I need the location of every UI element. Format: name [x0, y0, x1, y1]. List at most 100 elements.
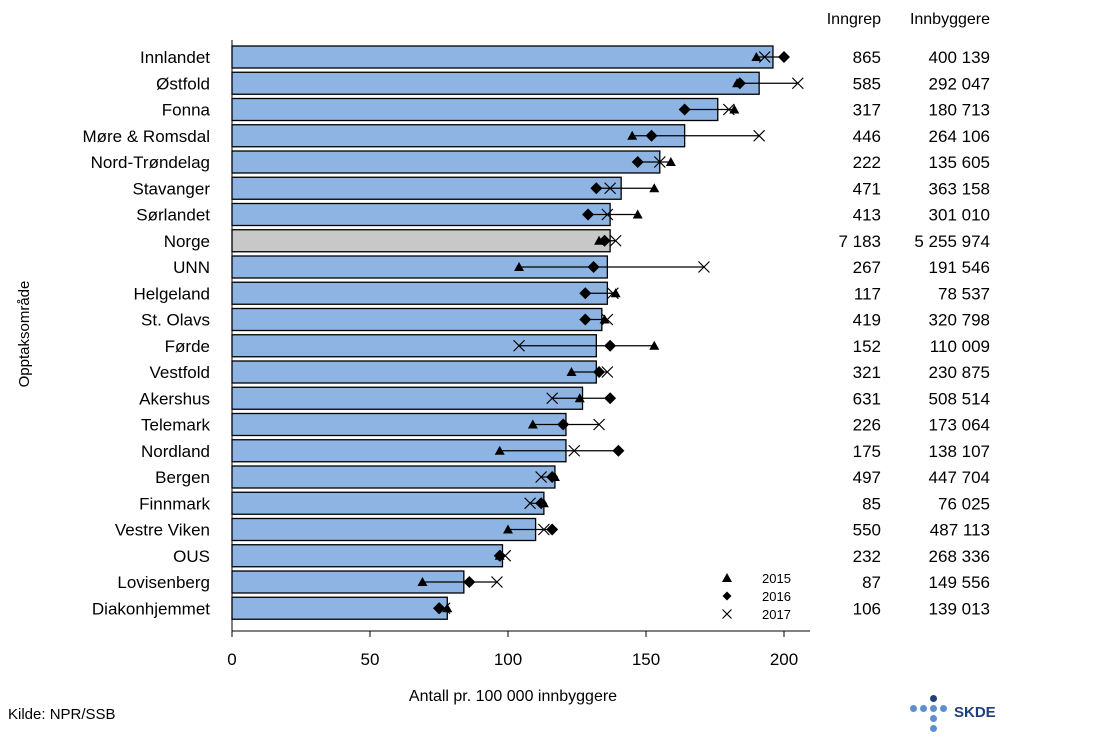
- innbyggere-value: 5 255 974: [914, 232, 990, 251]
- marker-2016: [546, 471, 559, 483]
- row-label: Vestre Viken: [115, 521, 210, 540]
- inngrep-value: 550: [853, 521, 881, 540]
- inngrep-value: 631: [853, 389, 881, 408]
- marker-2017: [606, 287, 619, 300]
- inngrep-value: 317: [853, 101, 881, 120]
- row-label: Sørlandet: [136, 206, 210, 225]
- y-axis-label: Opptaksområde: [16, 281, 33, 388]
- inngrep-value: 222: [853, 153, 881, 172]
- marker-2017: [491, 576, 503, 588]
- innbyggere-value: 301 010: [929, 206, 990, 225]
- marker-2017: [513, 339, 525, 352]
- logo-dot: [920, 705, 927, 712]
- marker-2016: [557, 418, 570, 431]
- marker-2017: [535, 471, 548, 483]
- bar: [231, 544, 504, 568]
- bar: [231, 97, 719, 122]
- inngrep-value: 471: [853, 179, 881, 198]
- marker-2016: [604, 339, 617, 352]
- legend-marker-2015: [722, 573, 732, 582]
- bar: [231, 412, 567, 437]
- logo-dot: [940, 705, 947, 712]
- inngrep-value: 419: [853, 311, 881, 330]
- marker-2016: [463, 576, 476, 588]
- marker-2017: [791, 77, 804, 90]
- innbyggere-value: 110 009: [930, 337, 990, 356]
- row-label: Bergen: [155, 468, 210, 487]
- marker-2017: [758, 51, 771, 63]
- marker-2016: [433, 602, 445, 615]
- innbyggere-value: 320 798: [929, 311, 990, 330]
- row-label: Akershus: [139, 389, 210, 408]
- inngrep-value: 321: [853, 363, 881, 382]
- marker-2017: [593, 418, 606, 431]
- row-label: Telemark: [141, 416, 210, 435]
- row-label: Innlandet: [140, 48, 210, 67]
- marker-2015: [632, 209, 643, 219]
- row-label: OUS: [173, 547, 210, 566]
- marker-2016: [631, 156, 644, 168]
- row-label: Fonna: [162, 101, 211, 120]
- marker-2017: [601, 313, 614, 326]
- marker-2015: [665, 157, 676, 166]
- marker-2015: [610, 288, 621, 298]
- label-layer: Innlandet 865 400 139 Østfold 585 292 047 Fonn…: [82, 48, 990, 618]
- bar: [231, 360, 597, 384]
- x-tick-label: 200: [770, 650, 798, 669]
- inngrep-value: 117: [854, 284, 881, 303]
- bar: [231, 281, 609, 305]
- innbyggere-value: 78 537: [938, 284, 990, 303]
- legend-label: 2015: [762, 571, 791, 586]
- marker-2017: [698, 261, 710, 273]
- marker-2015: [566, 367, 577, 376]
- marker-2015: [649, 183, 660, 193]
- legend-label: 2017: [762, 607, 791, 622]
- legend-marker-2017: [722, 609, 732, 619]
- marker-2016: [587, 261, 600, 273]
- legend: 2015 2016 2017: [722, 571, 791, 622]
- innbyggere-value: 447 704: [929, 468, 990, 487]
- logo-dot: [930, 705, 937, 712]
- row-label: Vestfold: [150, 363, 211, 382]
- logo-dot: [910, 705, 917, 712]
- marker-2016: [593, 366, 606, 378]
- bar-national: [231, 229, 611, 253]
- bar: [231, 517, 537, 542]
- innbyggere-value: 149 556: [929, 573, 990, 592]
- row-label: Diakonhjemmet: [92, 599, 210, 618]
- x-tick-label: 50: [361, 650, 380, 669]
- inngrep-value: 226: [853, 416, 881, 435]
- logo-dot: [930, 715, 937, 722]
- innbyggere-value: 173 064: [929, 416, 990, 435]
- row-label: Nordland: [141, 442, 210, 461]
- bar: [231, 202, 611, 227]
- inngrep-value: 585: [853, 74, 881, 93]
- marker-2016: [546, 523, 559, 536]
- marker-2016: [778, 51, 790, 63]
- inngrep-value: 175: [853, 442, 881, 461]
- innbyggere-value: 292 047: [929, 74, 990, 93]
- innbyggere-value: 139 013: [929, 599, 990, 618]
- inngrep-value: 413: [853, 206, 881, 225]
- marker-2015: [503, 524, 513, 534]
- row-label: Møre & Romsdal: [82, 127, 210, 146]
- innbyggere-value: 264 106: [929, 127, 990, 146]
- inngrep-value: 865: [853, 48, 881, 67]
- row-label: Førde: [165, 337, 210, 356]
- marker-2017: [524, 497, 537, 510]
- marker-2016: [535, 497, 548, 510]
- row-label: Østfold: [156, 74, 210, 93]
- marker-2015: [627, 130, 638, 140]
- row-label: Finnmark: [139, 494, 210, 513]
- inngrep-value: 7 183: [838, 232, 881, 251]
- row-label: Norge: [164, 232, 210, 251]
- marker-2017: [537, 523, 550, 536]
- inngrep-value: 152: [853, 337, 881, 356]
- innbyggere-value: 191 546: [929, 258, 990, 277]
- inngrep-value: 87: [862, 573, 881, 592]
- logo-dot: [930, 695, 937, 702]
- innbyggere-value: 487 113: [930, 521, 990, 540]
- inngrep-value: 497: [853, 468, 881, 487]
- bar: [231, 150, 661, 174]
